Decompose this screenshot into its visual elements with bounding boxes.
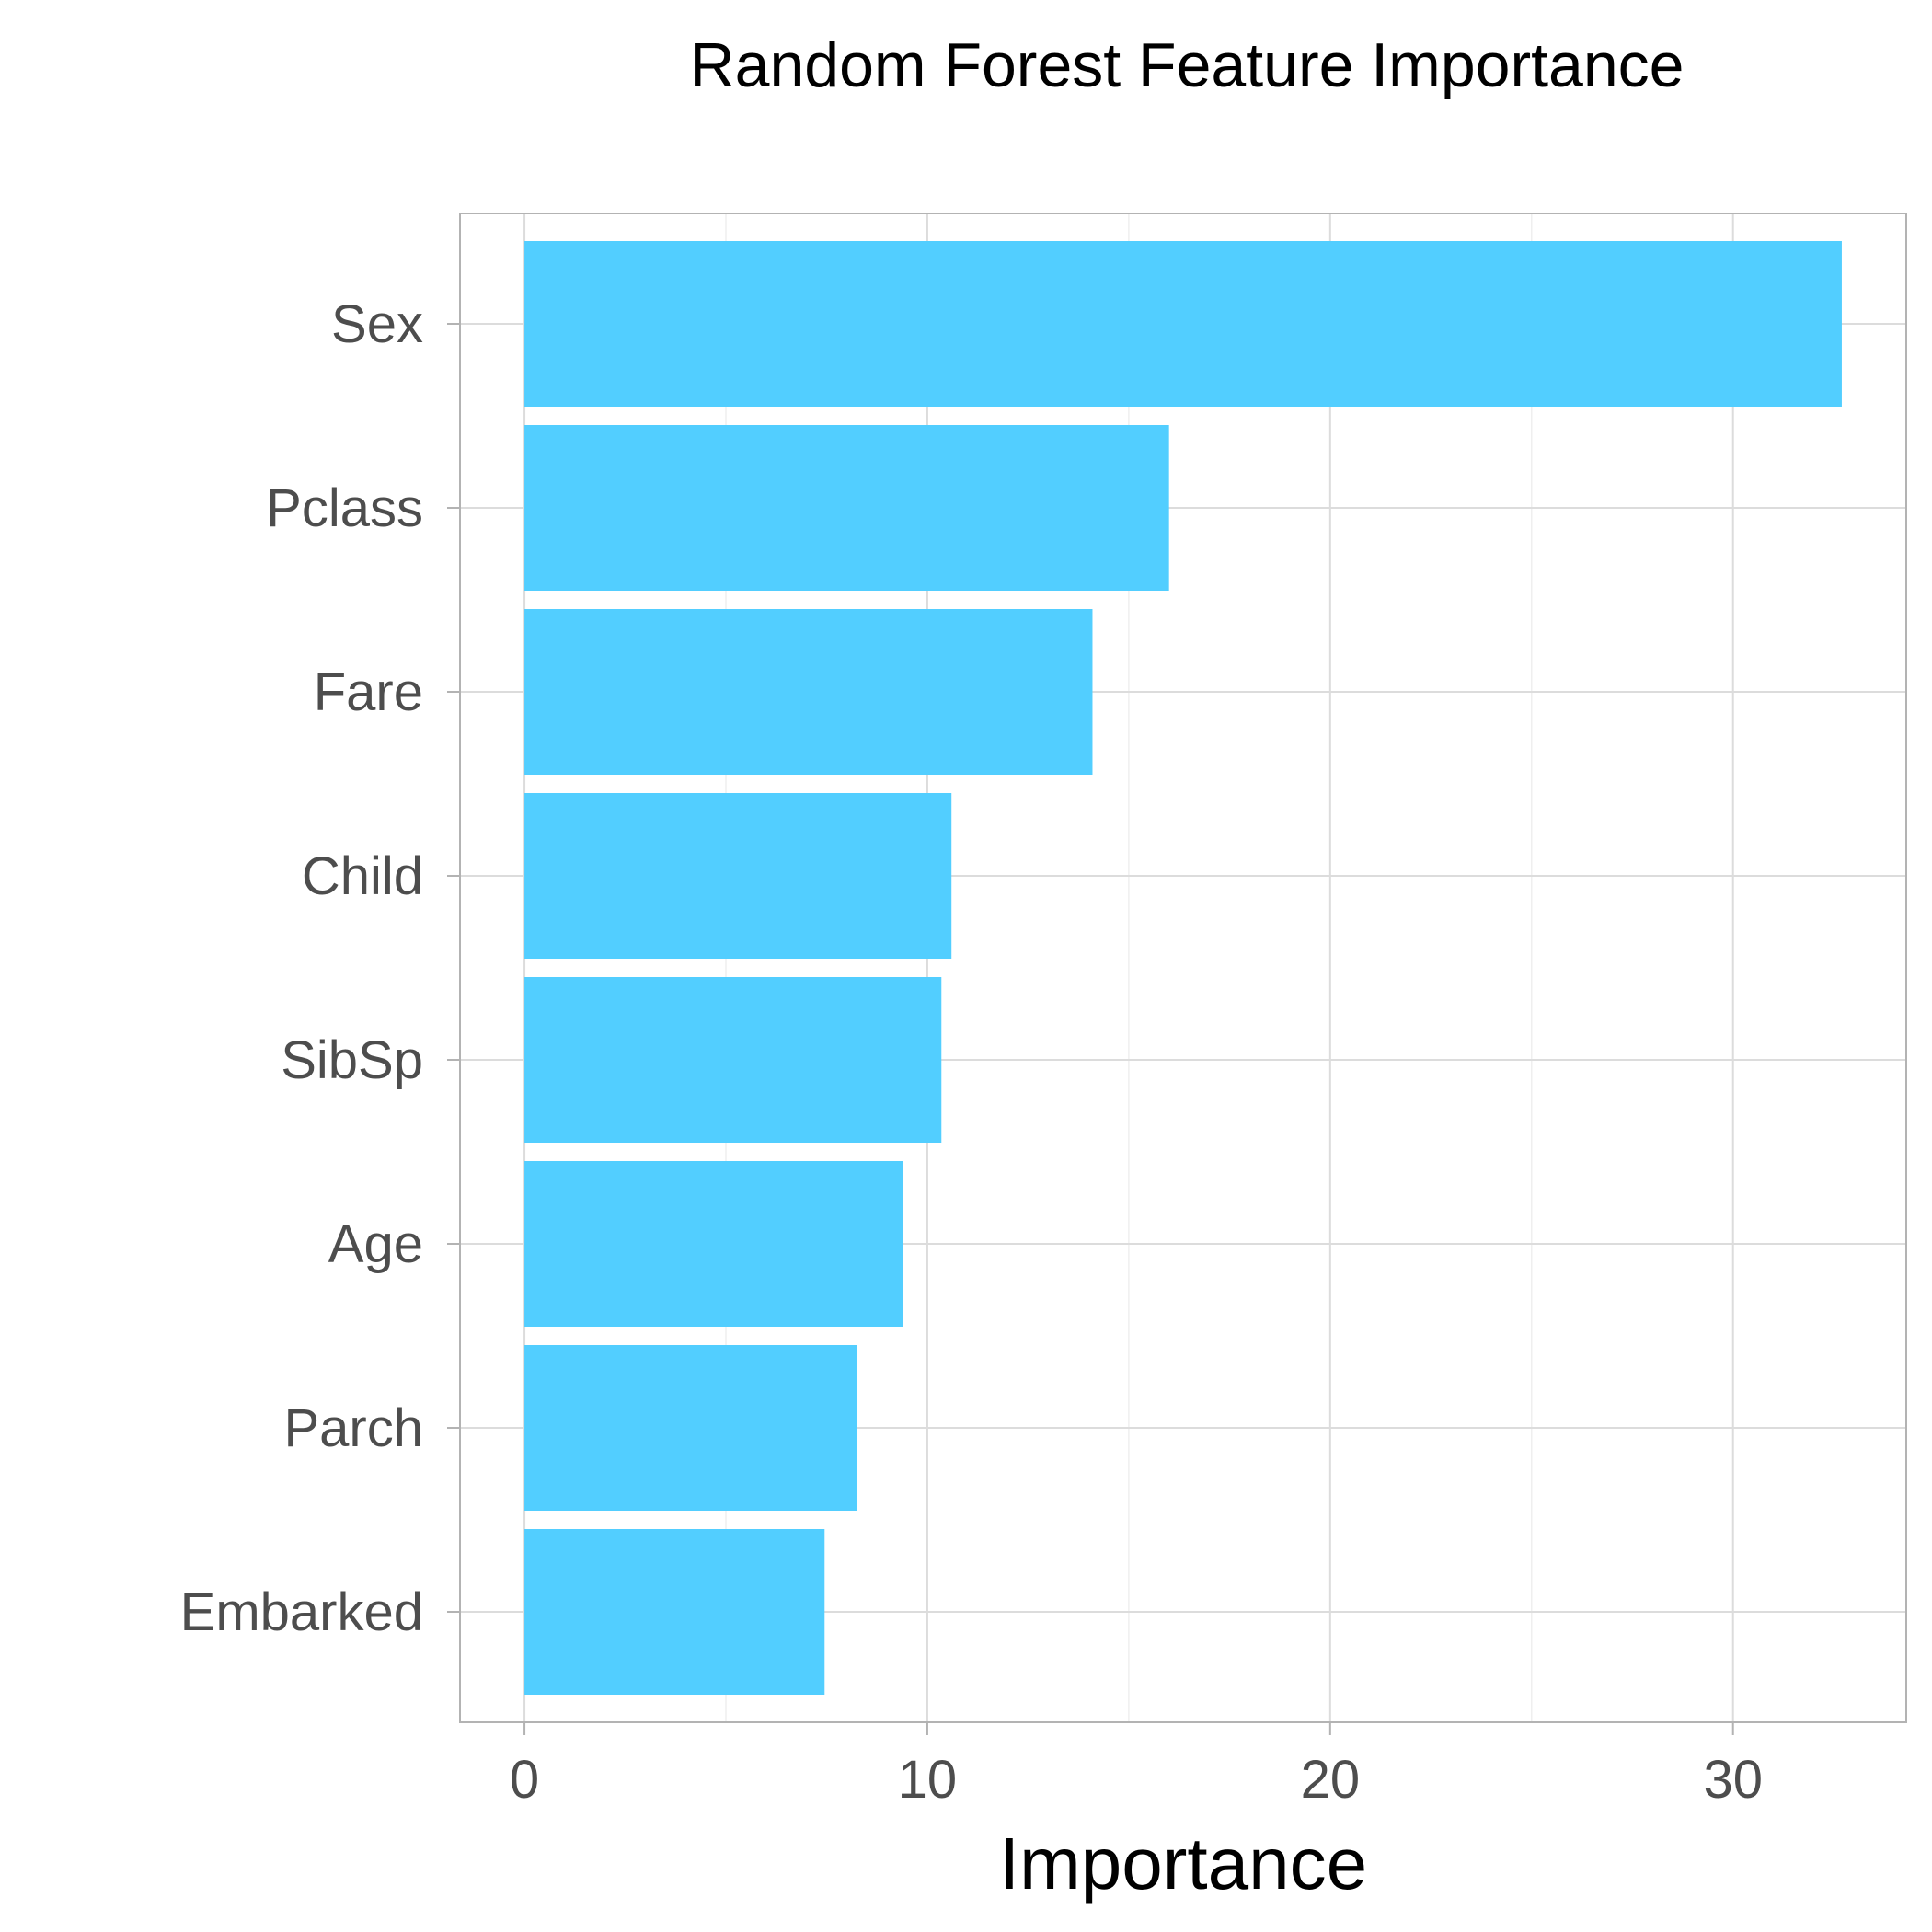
y-tick-label: Child xyxy=(302,846,423,906)
y-tick-label: Sex xyxy=(331,294,423,354)
x-tick-label: 0 xyxy=(510,1750,539,1810)
bars xyxy=(524,241,1842,1695)
x-tick-label: 20 xyxy=(1301,1750,1361,1810)
y-tick-label: SibSp xyxy=(281,1030,423,1090)
x-tick-label: 10 xyxy=(898,1750,958,1810)
bar-child xyxy=(524,793,952,959)
chart-title: Random Forest Feature Importance xyxy=(690,30,1685,100)
bar-sex xyxy=(524,241,1842,407)
y-axis: Sex Pclass Fare Child SibSp Age Parch Embarked xyxy=(180,294,460,1642)
x-tick-label: 30 xyxy=(1703,1750,1763,1810)
bar-pclass xyxy=(524,425,1169,591)
bar-age xyxy=(524,1161,903,1327)
y-tick-label: Age xyxy=(328,1214,423,1274)
bar-embarked xyxy=(524,1529,825,1695)
y-tick-label: Fare xyxy=(314,662,423,722)
bar-fare xyxy=(524,609,1093,775)
bar-parch xyxy=(524,1345,857,1511)
y-tick-label: Parch xyxy=(283,1398,423,1458)
y-tick-label: Embarked xyxy=(180,1582,423,1642)
x-axis-title: Importance xyxy=(999,1823,1367,1904)
y-tick-label: Pclass xyxy=(266,478,423,538)
panel-border xyxy=(459,213,1907,1723)
x-axis: 0 10 20 30 xyxy=(510,1722,1763,1810)
bar-sibsp xyxy=(524,977,942,1143)
